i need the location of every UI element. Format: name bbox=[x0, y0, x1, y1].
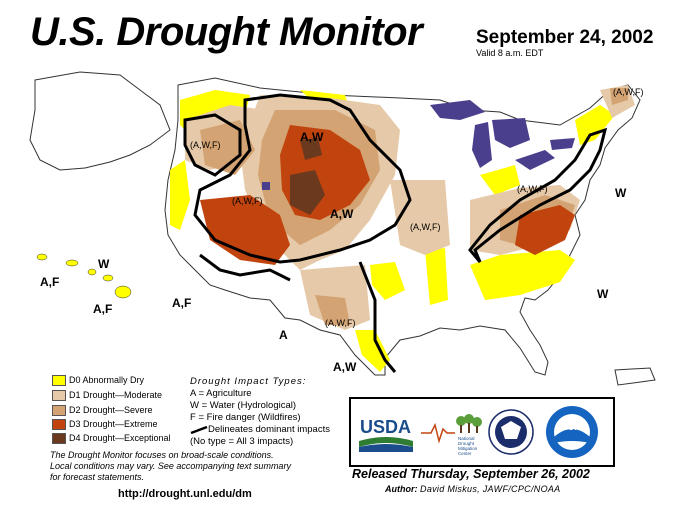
label-mid-atlantic: W bbox=[615, 186, 627, 200]
release-date: Released Thursday, September 26, 2002 bbox=[352, 467, 590, 481]
svg-text:Drought: Drought bbox=[458, 441, 475, 446]
valid-time: Valid 8 a.m. EDT bbox=[476, 48, 544, 58]
puerto-rico bbox=[614, 367, 656, 386]
commerce-seal bbox=[488, 409, 534, 455]
usda-logo: USDA bbox=[357, 412, 415, 454]
legend-swatch-d0 bbox=[52, 374, 66, 386]
label-new-england: (A,W,F) bbox=[613, 87, 644, 97]
legend-swatch-d1 bbox=[52, 389, 66, 401]
label-mid-mississippi: (A,W,F) bbox=[410, 222, 441, 232]
label-west-cascades: (A,W,F) bbox=[190, 140, 221, 150]
website-link[interactable]: http://drought.unl.edu/dm bbox=[118, 488, 252, 500]
logo-panel: USDA National Drought Mitigation Center bbox=[349, 397, 615, 467]
label-ohio-valley: (A,W,F) bbox=[517, 184, 548, 194]
impact-none: (No type = All 3 impacts) bbox=[190, 436, 294, 447]
label-hawaii-north: W bbox=[98, 257, 110, 271]
impact-water: W = Water (Hydrological) bbox=[190, 400, 297, 411]
author: Author: David Miskus, JAWF/CPC/NOAA bbox=[385, 484, 560, 494]
label-texas-ridge: (A,W,F) bbox=[325, 318, 356, 328]
impact-agriculture: A = Agriculture bbox=[190, 388, 252, 399]
notes: The Drought Monitor focuses on broad-sca… bbox=[50, 450, 291, 482]
label-north-plains: A,W bbox=[300, 130, 324, 144]
legend-label-d0: D0 Abnormally Dry bbox=[69, 375, 145, 385]
svg-text:Mitigation: Mitigation bbox=[458, 446, 478, 451]
legend-d2: D2 Drought—Severe bbox=[52, 404, 153, 416]
ndmc-logo: National Drought Mitigation Center bbox=[421, 414, 482, 456]
label-hawaii-west: A,F bbox=[40, 275, 60, 289]
svg-text:USDA: USDA bbox=[360, 417, 411, 437]
label-texas-coast: A,W bbox=[333, 360, 357, 374]
delineation-line-icon bbox=[190, 425, 208, 435]
legend-d0: D0 Abnormally Dry bbox=[52, 374, 144, 386]
legend-label-d3: D3 Drought—Extreme bbox=[69, 419, 158, 429]
label-southwest: A,F bbox=[172, 296, 192, 310]
author-name: David Miskus, JAWF/CPC/NOAA bbox=[420, 484, 561, 494]
impact-lines bbox=[183, 93, 608, 373]
impact-types: Drought Impact Types: A = Agriculture W … bbox=[190, 376, 330, 448]
great-lakes bbox=[262, 100, 575, 190]
legend-swatch-d3 bbox=[52, 418, 66, 430]
legend-label-d2: D2 Drought—Severe bbox=[69, 405, 153, 415]
legend-label-d1: D1 Drought—Moderate bbox=[69, 390, 163, 400]
author-label: Author: bbox=[385, 484, 418, 494]
legend-swatch-d2 bbox=[52, 404, 66, 416]
hawaii bbox=[36, 253, 132, 299]
label-hawaii-south: A,F bbox=[93, 302, 113, 316]
impact-title: Drought Impact Types: bbox=[190, 376, 307, 387]
legend-swatch-d4 bbox=[52, 432, 66, 444]
svg-text:NOAA: NOAA bbox=[561, 422, 588, 432]
legend-d3: D3 Drought—Extreme bbox=[52, 418, 158, 430]
impact-delineates: Delineates dominant impacts bbox=[190, 424, 330, 436]
alaska bbox=[29, 71, 171, 171]
legend-d4: D4 Drought—Exceptional bbox=[52, 432, 171, 444]
label-south-texas-a: A bbox=[279, 328, 288, 342]
d4-areas bbox=[290, 138, 325, 215]
legend-d1: D1 Drought—Moderate bbox=[52, 389, 162, 401]
d0-areas bbox=[170, 90, 615, 372]
impact-fire: F = Fire danger (Wildfires) bbox=[190, 412, 301, 423]
label-central-plains: A,W bbox=[330, 207, 354, 221]
label-southeast: W bbox=[597, 287, 609, 301]
svg-text:National: National bbox=[458, 436, 475, 441]
svg-text:Center: Center bbox=[458, 451, 472, 456]
legend-label-d4: D4 Drought—Exceptional bbox=[69, 433, 171, 443]
noaa-logo: NOAA bbox=[546, 406, 598, 458]
map-date: September 24, 2002 bbox=[476, 27, 654, 48]
label-great-basin: (A,W,F) bbox=[232, 196, 263, 206]
page-title: U.S. Drought Monitor bbox=[30, 10, 423, 54]
